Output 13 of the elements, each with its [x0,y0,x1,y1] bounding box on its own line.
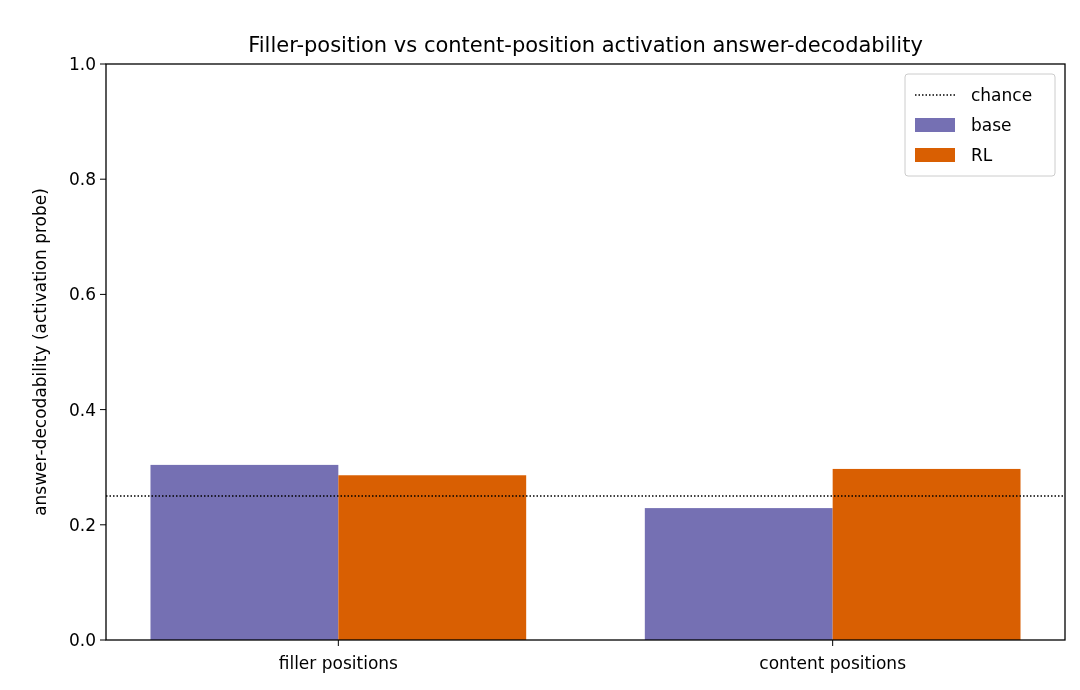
x-tick-label: filler positions [278,653,399,673]
legend-label: chance [971,84,1033,105]
y-tick-label: 0.4 [68,399,96,420]
y-tick-label: 0.8 [68,169,96,190]
x-tick-label: content positions [759,653,907,673]
y-tick-label: 1.0 [68,53,96,74]
y-axis-title: answer-decodability (activation probe) [30,188,50,516]
y-tick-label: 0.0 [68,629,96,650]
legend-label: RL [971,144,993,165]
legend-label: base [971,114,1012,135]
y-tick-label: 0.2 [68,514,96,535]
y-tick-label: 0.6 [68,284,96,305]
chart-title: Filler-position vs content-position activation answer-decodability [248,33,923,57]
